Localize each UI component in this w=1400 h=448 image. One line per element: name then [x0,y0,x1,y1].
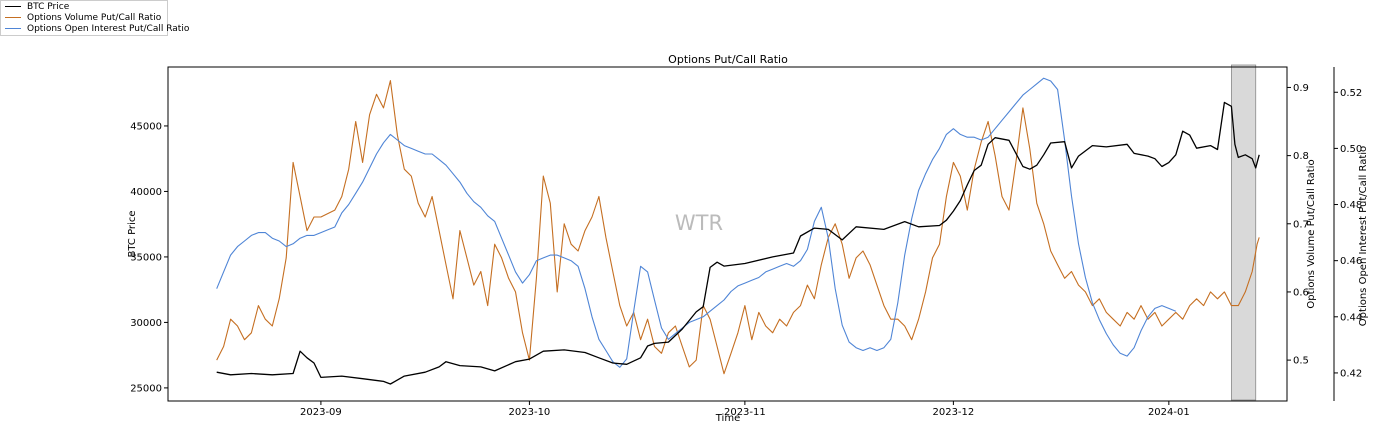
y-left-tick-label: 30000 [130,318,162,329]
y-right1-tick-label: 0.6 [1293,287,1309,298]
x-tick-label: 2023-09 [300,407,342,418]
y-right2-tick-label: 0.42 [1340,368,1362,379]
legend-label-btc: BTC Price [27,2,70,12]
x-tick-label: 2023-11 [724,407,766,418]
legend-item-btc-price: BTC Price [5,1,69,13]
y-right1-tick-label: 0.7 [1293,219,1309,230]
x-tick-label: 2024-01 [1148,407,1190,418]
legend-swatch-oi [5,28,21,29]
highlight-band [1230,64,1257,401]
watermark: WTR [675,211,723,235]
y-right2-tick-label: 0.50 [1340,144,1362,155]
series-line-btc-price [216,101,1260,385]
series-line-volume-ratio [216,80,1260,375]
legend-label-oi: Options Open Interest Put/Call Ratio [27,24,190,34]
legend-swatch-volume [5,17,21,18]
y-left-tick-label: 35000 [130,252,162,263]
y-right2-tick-label: 0.48 [1340,200,1362,211]
legend-swatch-btc [5,6,21,7]
y-axis-left-label: BTC Price [127,211,138,258]
x-axis-label: Time [715,413,740,424]
plot-frame [167,66,1288,402]
legend-label-volume: Options Volume Put/Call Ratio [27,13,162,23]
y-right2-tick-label: 0.46 [1340,256,1362,267]
legend: BTC Price Options Volume Put/Call Ratio … [0,0,189,36]
y-right1-tick-label: 0.8 [1293,151,1309,162]
y-right1-tick-label: 0.9 [1293,83,1309,94]
y-right2-tick-label: 0.52 [1340,88,1362,99]
y-right1-tick-label: 0.5 [1293,356,1309,367]
x-tick-label: 2023-10 [509,407,551,418]
y-axis-right2-label: Options Open Interest Put/Call Ratio [1358,146,1369,326]
series-line-oi-ratio [216,77,1177,368]
chart-title: Options Put/Call Ratio [668,53,788,66]
legend-item-oi-ratio: Options Open Interest Put/Call Ratio [5,23,189,35]
y-right2-tick-label: 0.44 [1340,312,1362,323]
y-left-tick-label: 40000 [130,187,162,198]
x-tick-label: 2023-12 [932,407,974,418]
y-axis-right1-label: Options Volume Put/Call Ratio [1306,159,1317,308]
y-left-tick-label: 45000 [130,121,162,132]
legend-item-volume-ratio: Options Volume Put/Call Ratio [5,12,161,24]
y-left-tick-label: 25000 [130,383,162,394]
